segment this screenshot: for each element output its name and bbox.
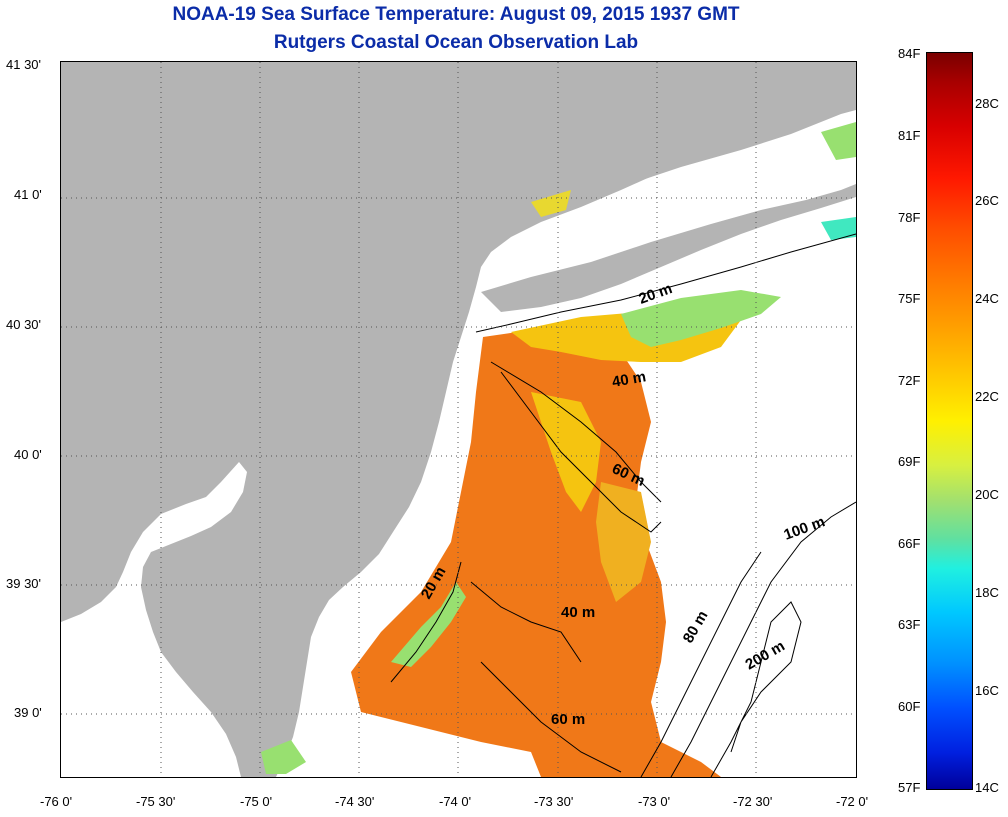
colorbar-f-label: 66F: [898, 536, 921, 551]
colorbar-c-label: 20C: [975, 487, 999, 502]
colorbar-c-label: 14C: [975, 780, 999, 795]
sst-map[interactable]: 20 m 40 m 60 m 20 m 40 m 60 m 80 m 100 m…: [60, 61, 857, 778]
contour-label: 80 m: [680, 608, 712, 646]
connecticut-shore: [501, 82, 856, 232]
lon-label: -74 30': [335, 794, 375, 809]
sst-cyan-patch: [821, 217, 856, 240]
map-title: NOAA-19 Sea Surface Temperature: August …: [172, 4, 740, 25]
lon-label: -73 30': [534, 794, 574, 809]
sst-yellow-patch: [531, 190, 571, 217]
contour-label: 40 m: [611, 368, 648, 391]
colorbar-f-label: 78F: [898, 210, 921, 225]
lat-label: 41 30': [6, 57, 42, 72]
long-island: [481, 184, 856, 312]
lat-label: 39 0': [14, 705, 42, 720]
contour-80m: [640, 551, 762, 777]
contour-20m: [475, 233, 856, 333]
contour-label: 60 m: [551, 711, 585, 728]
lon-label: -72 30': [733, 794, 773, 809]
colorbar-c-label: 16C: [975, 683, 999, 698]
colorbar-c-label: 18C: [975, 585, 999, 600]
colorbar-f-label: 57F: [898, 780, 921, 795]
contour-100m: [670, 501, 856, 777]
colorbar-f-label: 75F: [898, 291, 921, 306]
lat-label: 40 30': [6, 317, 42, 332]
colorbar-f-label: 84F: [898, 46, 921, 61]
colorbar-f-label: 81F: [898, 128, 921, 143]
map-canvas: 20 m 40 m 60 m 20 m 40 m 60 m 80 m 100 m…: [61, 62, 856, 777]
contour-40m: [490, 361, 662, 503]
lon-label: -76 0': [40, 794, 73, 809]
land-mass: [61, 62, 856, 777]
colorbar-c-label: 28C: [975, 96, 999, 111]
sst-mid-region-3: [596, 482, 651, 602]
sst-cool-region: [621, 290, 781, 347]
colorbar-f-label: 72F: [898, 373, 921, 388]
lat-label: 41 0': [14, 187, 42, 202]
contour-20m-south: [390, 561, 462, 683]
lon-label: -73 0': [638, 794, 671, 809]
contour-60m-south: [480, 661, 622, 773]
lon-label: -74 0': [439, 794, 472, 809]
colorbar-c-label: 24C: [975, 291, 999, 306]
lon-label: -75 30': [136, 794, 176, 809]
sst-cool-south: [261, 740, 306, 774]
sst-mid-region-2: [531, 392, 601, 512]
contour-200m: [710, 601, 802, 777]
lon-label: -75 0': [240, 794, 273, 809]
contour-label: 200 m: [743, 637, 788, 673]
contour-label: 40 m: [561, 604, 595, 621]
sst-cool-coast: [391, 582, 466, 667]
sst-warm-region: [351, 330, 721, 777]
lon-label: -72 0': [836, 794, 869, 809]
lat-label: 40 0': [14, 447, 42, 462]
temperature-colorbar: [926, 52, 973, 790]
contour-60m: [500, 371, 662, 533]
colorbar-f-label: 69F: [898, 454, 921, 469]
colorbar-f-label: 63F: [898, 617, 921, 632]
sst-cool-ne: [821, 122, 856, 160]
map-subtitle: Rutgers Coastal Ocean Observation Lab: [273, 32, 639, 53]
contour-40m-south: [470, 581, 582, 663]
lat-label: 39 30': [6, 576, 42, 591]
colorbar-c-label: 22C: [975, 389, 999, 404]
colorbar-c-label: 26C: [975, 193, 999, 208]
colorbar-f-label: 60F: [898, 699, 921, 714]
